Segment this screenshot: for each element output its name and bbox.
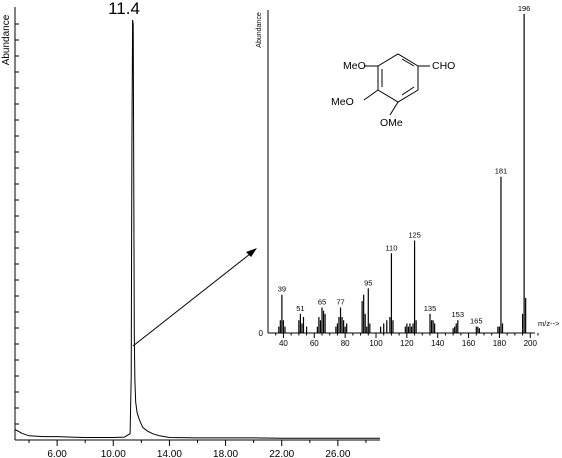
- mass-spectrum-x-ticks: 40 60 80 100 120 140 160 180 200: [275, 333, 539, 348]
- mass-spectrum-peak-label: 135: [424, 304, 437, 313]
- benzene-ring: [377, 53, 419, 103]
- mass-spectrum-x-tick-label: 200: [524, 339, 538, 348]
- mass-spectrum-peak-label: 125: [408, 230, 421, 239]
- ring-double-bond-1: [401, 58, 415, 67]
- mass-spectrum-chart: Abundance 0 m/z--> 39 51 65 77 95 110 125 135 15…: [256, 4, 560, 348]
- chromatogram-peak-label: 11.4: [108, 0, 140, 18]
- chromatogram-x-tick-label: 10.00: [101, 449, 126, 458]
- mass-spectrum-peak-label: 110: [385, 243, 397, 252]
- chromatogram-x-tick-label: 18.00: [213, 449, 238, 458]
- chromatogram-x-tick-label: 22.00: [269, 449, 294, 458]
- chromatogram-x-ticks: 6.00 10.00 14.00 18.00 22.00 26.00: [28, 440, 367, 458]
- mass-spectrum-y-label: Abundance: [256, 12, 263, 48]
- chromatogram-trace: [14, 19, 380, 439]
- inset-arrow: [132, 253, 251, 347]
- chromatogram-x-tick-label: 14.00: [157, 449, 182, 458]
- mass-spectrum-x-tick-label: 180: [493, 339, 507, 348]
- mass-spectrum-x-tick-label: 120: [400, 339, 414, 348]
- bond-meo-mid: [363, 89, 379, 101]
- mass-spectrum-peak-label: 196: [518, 4, 531, 13]
- ring-double-bond-2: [401, 86, 415, 96]
- bond-ome-bottom: [389, 101, 399, 116]
- substituent-meo-top: MeO: [343, 60, 366, 72]
- mass-spectrum-peak-label: 153: [452, 310, 465, 319]
- mass-spectrum-x-tick-label: 140: [431, 339, 445, 348]
- mass-spectrum-zero-label: 0: [259, 329, 264, 338]
- mass-spectrum-x-tick-label: 80: [341, 339, 350, 348]
- chromatogram-y-ticks: [15, 23, 19, 425]
- molecule-structure: [363, 53, 430, 116]
- mass-spectrum-peak-labels: 39 51 65 77 95 110 125 135 153 165 181 196: [278, 4, 531, 326]
- mass-spectrum-x-tick-label: 100: [369, 339, 383, 348]
- mass-spectrum-x-label: m/z-->: [538, 319, 560, 328]
- substituent-ome-bottom: OMe: [380, 117, 403, 129]
- chromatogram-x-tick-label: 6.00: [47, 449, 67, 458]
- substituent-meo-mid: MeO: [331, 96, 354, 108]
- chromatogram-chart: Abundance 11.4 6.00 10.00 14.00 18.00 22.00 2…: [1, 0, 380, 458]
- mass-spectrum-bars: [278, 14, 527, 333]
- inset-arrow-head: [246, 248, 257, 257]
- mass-spectrum-x-tick-label: 40: [279, 339, 288, 348]
- chromatogram-y-label: Abundance: [1, 14, 12, 65]
- mass-spectrum-peak-label: 77: [336, 297, 344, 306]
- mass-spectrum-peak-label: 181: [495, 167, 508, 176]
- mass-spectrum-x-tick-label: 160: [462, 339, 476, 348]
- mass-spectrum-peak-label: 51: [296, 304, 304, 313]
- mass-spectrum-peak-label: 95: [364, 278, 372, 287]
- mass-spectrum-peak-label: 39: [278, 285, 286, 294]
- mass-spectrum-x-tick-label: 60: [310, 339, 319, 348]
- mass-spectrum-peak-label: 65: [318, 297, 326, 306]
- chromatogram-x-tick-label: 26.00: [325, 449, 350, 458]
- substituent-cho: CHO: [432, 60, 455, 72]
- mass-spectrum-peak-label: 165: [470, 317, 483, 326]
